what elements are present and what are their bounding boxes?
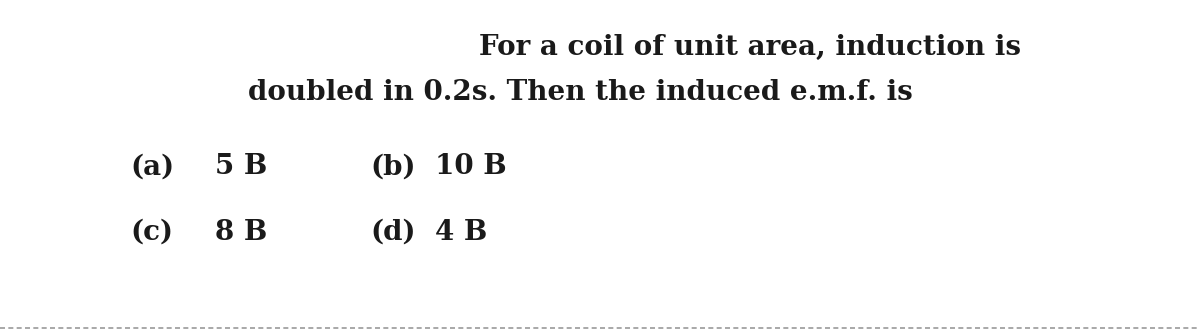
- Text: doubled in 0.2s. Then the induced e.m.f. is: doubled in 0.2s. Then the induced e.m.f.…: [247, 78, 912, 106]
- Text: 5 B: 5 B: [215, 153, 268, 181]
- Text: 10 B: 10 B: [436, 153, 506, 181]
- Text: (a): (a): [130, 153, 174, 181]
- Text: (b): (b): [370, 153, 415, 181]
- Text: 8 B: 8 B: [215, 218, 268, 245]
- Text: (d): (d): [370, 218, 415, 245]
- Text: 4 B: 4 B: [436, 218, 487, 245]
- Text: (c): (c): [130, 218, 173, 245]
- Text: For a coil of unit area, induction is: For a coil of unit area, induction is: [479, 34, 1021, 60]
